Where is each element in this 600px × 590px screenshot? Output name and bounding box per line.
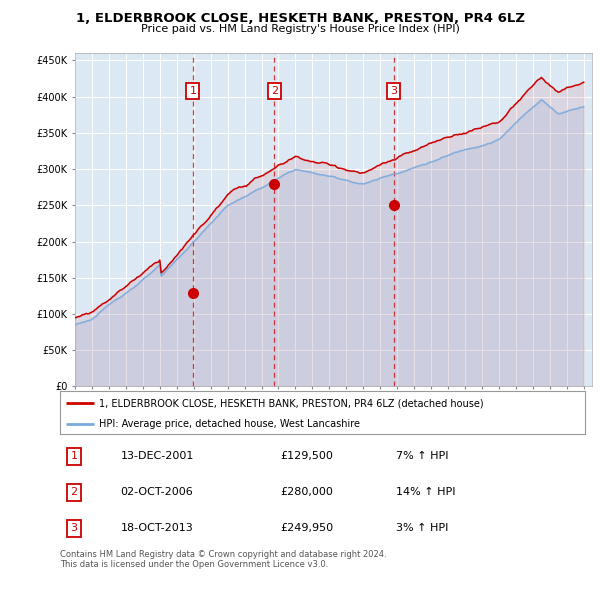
Text: 1, ELDERBROOK CLOSE, HESKETH BANK, PRESTON, PR4 6LZ: 1, ELDERBROOK CLOSE, HESKETH BANK, PREST…: [76, 12, 524, 25]
Text: 2: 2: [71, 487, 78, 497]
Text: 1, ELDERBROOK CLOSE, HESKETH BANK, PRESTON, PR4 6LZ (detached house): 1, ELDERBROOK CLOSE, HESKETH BANK, PREST…: [100, 398, 484, 408]
Text: Price paid vs. HM Land Registry's House Price Index (HPI): Price paid vs. HM Land Registry's House …: [140, 24, 460, 34]
Text: 3: 3: [390, 86, 397, 96]
Text: 14% ↑ HPI: 14% ↑ HPI: [396, 487, 455, 497]
Text: 1: 1: [190, 86, 196, 96]
Text: 1: 1: [71, 451, 77, 461]
Text: 2: 2: [271, 86, 278, 96]
Text: 13-DEC-2001: 13-DEC-2001: [121, 451, 194, 461]
Text: £129,500: £129,500: [281, 451, 334, 461]
Text: 18-OCT-2013: 18-OCT-2013: [121, 523, 193, 533]
Text: 3: 3: [71, 523, 77, 533]
Text: 02-OCT-2006: 02-OCT-2006: [121, 487, 193, 497]
Text: £249,950: £249,950: [281, 523, 334, 533]
Text: 3% ↑ HPI: 3% ↑ HPI: [396, 523, 448, 533]
Text: HPI: Average price, detached house, West Lancashire: HPI: Average price, detached house, West…: [100, 419, 361, 430]
Text: 7% ↑ HPI: 7% ↑ HPI: [396, 451, 449, 461]
Text: Contains HM Land Registry data © Crown copyright and database right 2024.
This d: Contains HM Land Registry data © Crown c…: [60, 550, 386, 569]
Text: £280,000: £280,000: [281, 487, 334, 497]
